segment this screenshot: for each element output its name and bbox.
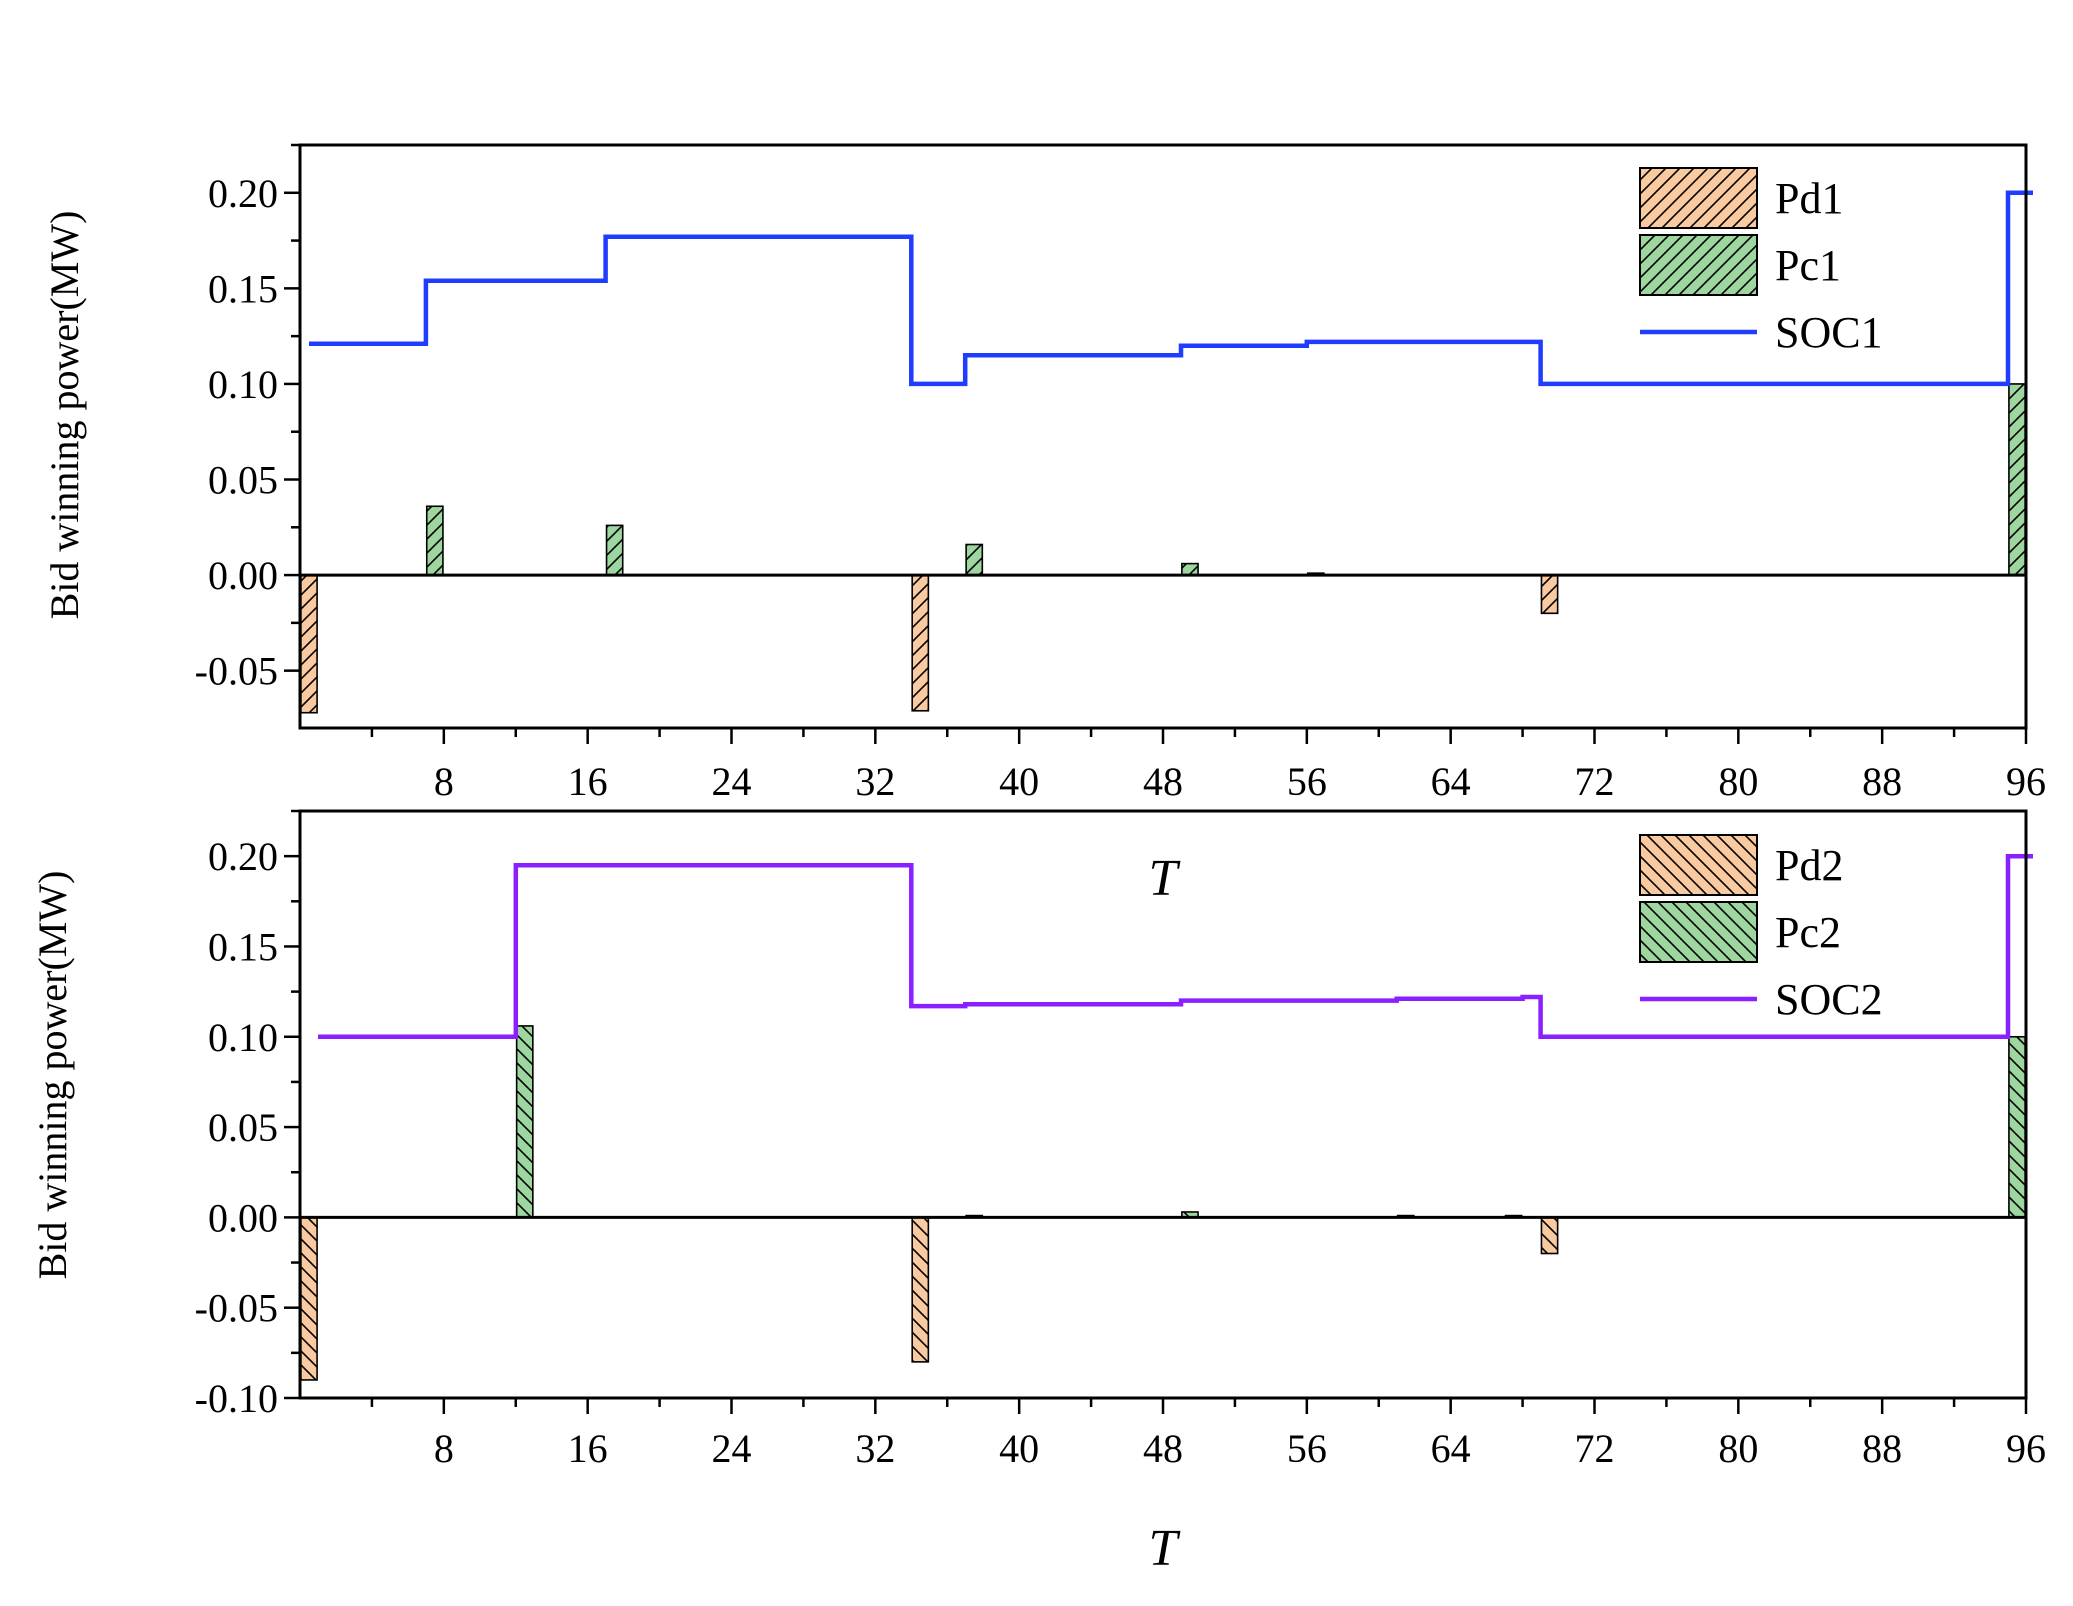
x-tick-label: 24 [712,759,752,804]
x-tick-label: 8 [434,759,454,804]
legend-label-soc1: SOC1 [1775,308,1883,357]
x-tick-label: 72 [1575,1426,1615,1471]
y-tick-label: 0.15 [208,924,278,969]
legend-label-pd1: Pd1 [1775,174,1843,223]
y-tick-label: 0.10 [208,1015,278,1060]
x-tick-label: 64 [1431,1426,1471,1471]
y-tick-label: 0.05 [208,1105,278,1150]
x-tick-label: 56 [1287,759,1327,804]
x-tick-label: 8 [434,1426,454,1471]
bar-pc1-2 [965,543,984,576]
legend-swatch-pc2 [1639,901,1758,963]
x-axis-title: T [1149,850,1181,907]
bar-pd2-0 [300,1216,318,1381]
x-tick-label: 64 [1431,759,1471,804]
y-tick-label: 0.05 [208,458,278,503]
x-tick-label: 40 [999,1426,1039,1471]
bar-pd2-2 [1540,1216,1559,1255]
y-tick-label: -0.05 [195,1286,278,1331]
bar-pd1-0 [300,574,318,714]
bar-pc1-0 [425,505,444,576]
y-tick-label: 0.20 [208,834,278,879]
legend-swatch-pd2 [1639,834,1758,896]
legend: Pd1 Pc1 SOC1 [1639,167,1883,357]
legend-swatch-pd1 [1639,167,1758,229]
x-tick-label: 88 [1862,1426,1902,1471]
x-tick-label: 32 [855,759,895,804]
series-line-soc1 [309,190,2033,387]
x-tick-label: 16 [568,1426,608,1471]
x-tick-label: 80 [1718,1426,1758,1471]
legend-swatch-pc1 [1639,234,1758,296]
x-tick-label: 48 [1143,1426,1183,1471]
legend-label-soc2: SOC2 [1775,975,1883,1024]
x-tick-label: 96 [2006,759,2046,804]
legend-label-pc2: Pc2 [1775,908,1841,957]
x-tick-label: 80 [1718,759,1758,804]
bar-pd1-1 [911,574,930,712]
x-tick-label: 48 [1143,759,1183,804]
x-axis-title: T [1149,1520,1181,1577]
plot-frame [298,143,2028,730]
y-tick-label: 0.20 [208,171,278,216]
x-tick-label: 32 [855,1426,895,1471]
x-tick-label: 96 [2006,1426,2046,1471]
bar-pc1-5 [2008,383,2026,576]
y-tick-label: 0.15 [208,266,278,311]
x-tick-label: 88 [1862,759,1902,804]
y-tick-label: -0.05 [195,649,278,694]
x-tick-label: 16 [568,759,608,804]
legend: Pd2 Pc2 SOC2 [1639,834,1883,1024]
y-tick-label: 0.00 [208,1195,278,1240]
legend-label-pd2: Pd2 [1775,841,1843,890]
bar-pc1-3 [1181,562,1199,576]
x-tick-label: 56 [1287,1426,1327,1471]
y-tick-label: 0.00 [208,553,278,598]
legend-label-pc1: Pc1 [1775,241,1841,290]
top-panel: 8 16 24 32 40 48 56 64 72 80 88 96 -0.05 0.00 0.05 0.10… [42,143,2046,907]
y-tick-label: -0.10 [195,1376,278,1421]
x-tick-label: 40 [999,759,1039,804]
y-axis-title: Bid winning power(MW) [42,211,87,620]
y-axis-title: Bid winning power(MW) [30,871,75,1280]
x-tick-label: 72 [1575,759,1615,804]
bar-pd2-1 [911,1216,930,1363]
series-line-soc2 [318,853,2033,1040]
bar-pc2-5 [2008,1035,2026,1219]
bar-pc1-1 [605,524,624,576]
bottom-panel: 8 16 24 32 40 48 56 64 72 80 88 96 -0.10 -0.05 0.00 0.0… [30,809,2046,1577]
bar-pc2-0 [515,1025,534,1219]
bar-pd1-2 [1540,574,1559,615]
x-tick-label: 24 [712,1426,752,1471]
y-tick-label: 0.10 [208,362,278,407]
